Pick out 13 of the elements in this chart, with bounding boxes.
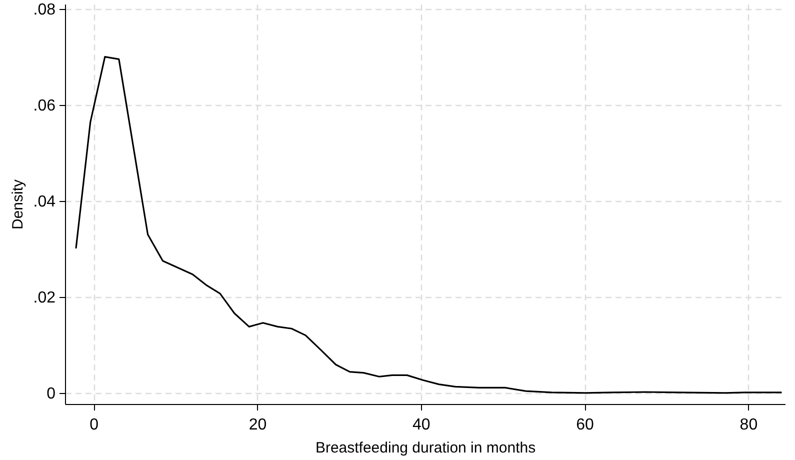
x-tick-label: 80 <box>740 416 758 434</box>
y-tick-label: .06 <box>33 97 56 114</box>
x-tick-label: 40 <box>412 416 430 434</box>
y-tick-label: .04 <box>33 193 56 210</box>
y-tick-label: 0 <box>46 385 56 402</box>
y-tick-label: .02 <box>33 289 56 306</box>
x-tick-label: 0 <box>90 416 99 434</box>
y-tick-label: .08 <box>33 1 56 18</box>
y-axis-title: Density <box>9 179 26 230</box>
line-series <box>75 56 783 394</box>
x-tick-label: 20 <box>248 416 267 434</box>
x-tick-label: 60 <box>576 416 594 434</box>
x-axis-title: Breastfeeding duration in months <box>315 440 536 456</box>
